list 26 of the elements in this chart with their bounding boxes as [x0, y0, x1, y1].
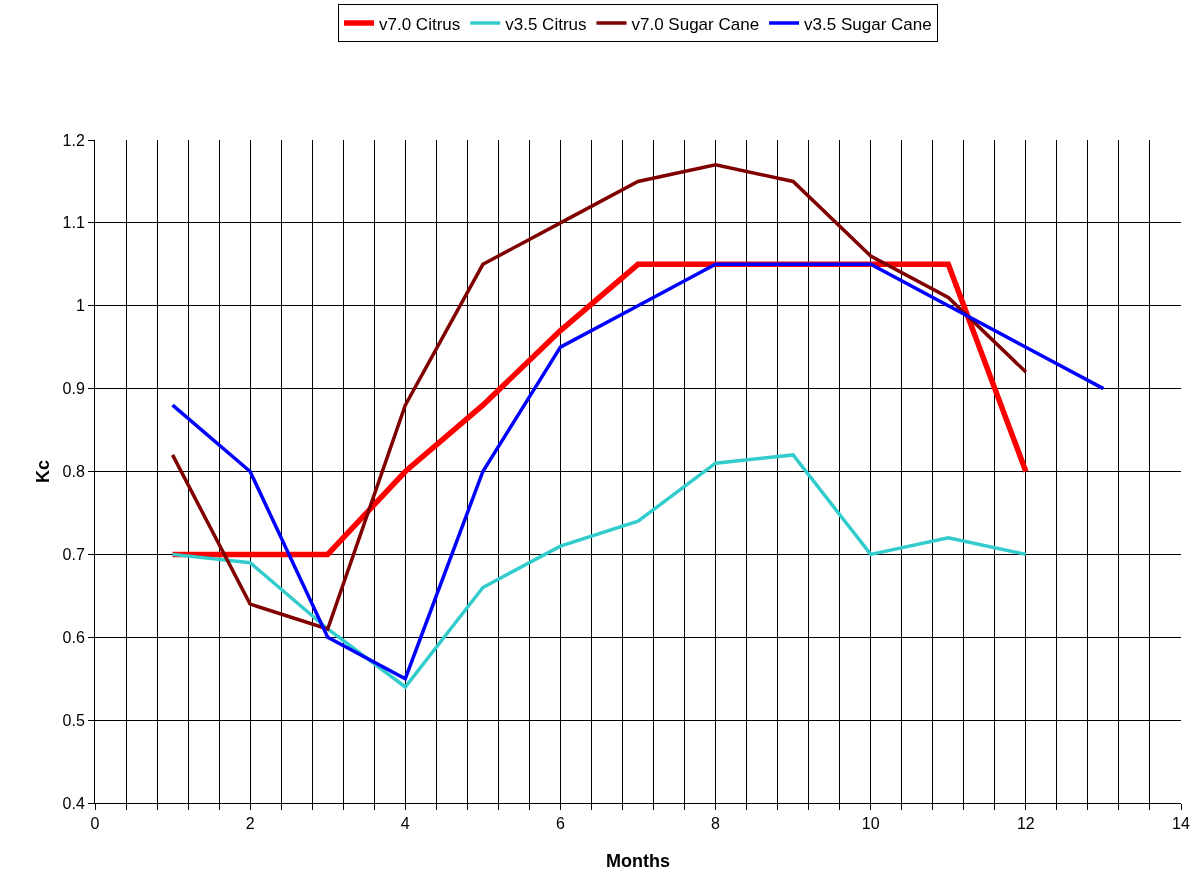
y-tick-label: 0.8	[62, 463, 85, 481]
legend-label: v3.5 Citrus	[505, 14, 587, 34]
y-tick-label: 1	[75, 297, 85, 315]
x-tick-label: 14	[1172, 815, 1190, 833]
y-axis-title: Kc	[33, 459, 53, 484]
legend-label: v3.5 Sugar Cane	[804, 14, 932, 34]
y-tick-label: 1.2	[62, 131, 85, 149]
x-tick-label: 6	[555, 815, 565, 833]
legend-label: v7.0 Citrus	[379, 14, 461, 34]
y-tick-label: 1.1	[62, 214, 85, 232]
y-tick-label: 0.6	[62, 628, 85, 646]
x-tick-label: 4	[400, 815, 410, 833]
x-tick-label: 10	[861, 815, 880, 833]
x-tick-label: 2	[245, 815, 255, 833]
y-tick-label: 0.9	[62, 380, 85, 398]
x-tick-label: 12	[1016, 815, 1035, 833]
x-axis-title: Months	[606, 851, 670, 871]
legend-label: v7.0 Sugar Cane	[631, 14, 760, 34]
line-series	[170, 163, 1028, 631]
y-tick-label: 0.5	[62, 711, 85, 729]
y-tick-label: 0.7	[62, 545, 85, 563]
y-tick-label: 0.4	[62, 794, 85, 812]
line-series	[170, 262, 1106, 681]
x-tick-label: 0	[90, 815, 100, 833]
x-tick-label: 8	[711, 815, 721, 833]
line-series	[170, 453, 1028, 689]
